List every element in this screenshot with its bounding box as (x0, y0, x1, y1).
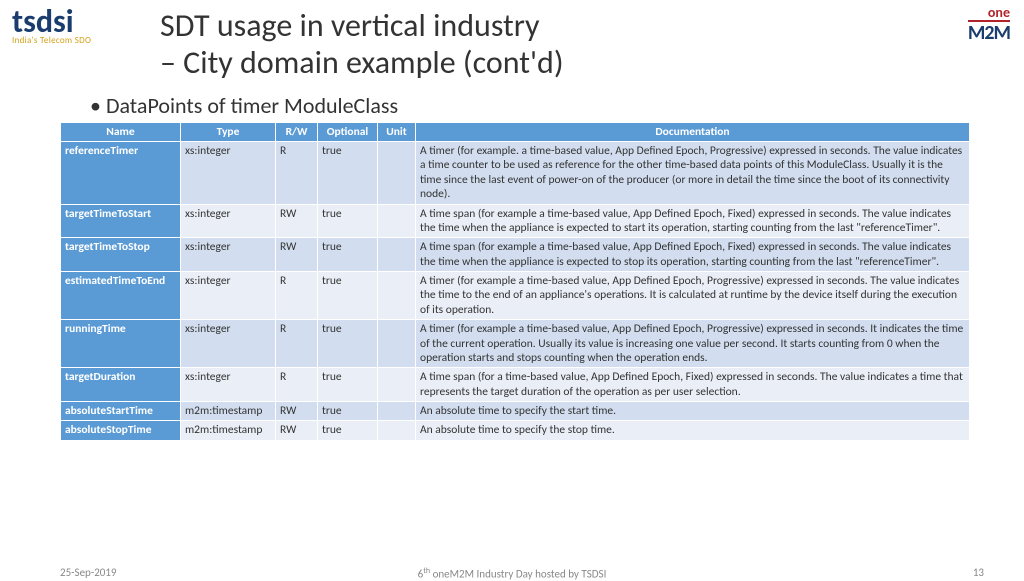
cell-opt: true (318, 272, 378, 320)
cell-type: xs:integer (181, 142, 276, 205)
onem2m-logo: one M2M (968, 6, 1010, 43)
cell-rw: R (276, 320, 318, 368)
col-doc: Documentation (416, 123, 970, 142)
table-row: absoluteStopTimem2m:timestampRWtrue An ab… (61, 421, 970, 440)
table-row: targetTimeToStartxs:integerRWtrue A time … (61, 204, 970, 238)
cell-opt: true (318, 402, 378, 421)
title-line1: SDT usage in vertical industry (160, 6, 540, 45)
logo-left-sub: India's Telecom SDO (12, 37, 91, 45)
cell-doc: A time span (for example a time-based va… (416, 204, 970, 238)
tsdsi-logo: tsdsi India's Telecom SDO (12, 8, 91, 45)
cell-doc: An absolute time to specify the stop tim… (416, 421, 970, 440)
cell-doc: An absolute time to specify the start ti… (416, 402, 970, 421)
logo-right-m2m: M2M (968, 20, 1010, 43)
cell-rw: R (276, 368, 318, 402)
cell-name: estimatedTimeToEnd (61, 272, 181, 320)
cell-unit (378, 402, 416, 421)
col-unit: Unit (378, 123, 416, 142)
datapoints-table: Name Type R/W Optional Unit Documentatio… (60, 122, 970, 441)
cell-unit (378, 421, 416, 440)
cell-unit (378, 368, 416, 402)
cell-rw: RW (276, 402, 318, 421)
col-optional: Optional (318, 123, 378, 142)
cell-name: targetDuration (61, 368, 181, 402)
table-row: absoluteStartTimem2m:timestampRWtrue An a… (61, 402, 970, 421)
cell-type: m2m:timestamp (181, 402, 276, 421)
cell-opt: true (318, 142, 378, 205)
cell-name: targetTimeToStart (61, 204, 181, 238)
table-row: runningTimexs:integerRtrue A timer (for e… (61, 320, 970, 368)
table-row: referenceTimerxs:integerRtrue A timer (fo… (61, 142, 970, 205)
table-header-row: Name Type R/W Optional Unit Documentatio… (61, 123, 970, 142)
cell-name: runningTime (61, 320, 181, 368)
cell-name: absoluteStopTime (61, 421, 181, 440)
logo-right-one: one (988, 4, 1010, 21)
cell-type: m2m:timestamp (181, 421, 276, 440)
cell-unit (378, 320, 416, 368)
cell-opt: true (318, 204, 378, 238)
datapoints-table-wrap: Name Type R/W Optional Unit Documentatio… (60, 122, 970, 441)
table-row: estimatedTimeToEndxs:integerRtrue A timer… (61, 272, 970, 320)
col-rw: R/W (276, 123, 318, 142)
cell-doc: A timer (for example. a time-based value… (416, 142, 970, 205)
cell-opt: true (318, 421, 378, 440)
cell-opt: true (318, 320, 378, 368)
cell-doc: A time span (for example a time-based va… (416, 238, 970, 272)
cell-unit (378, 272, 416, 320)
cell-name: referenceTimer (61, 142, 181, 205)
cell-rw: RW (276, 204, 318, 238)
cell-opt: true (318, 368, 378, 402)
cell-type: xs:integer (181, 368, 276, 402)
col-name: Name (61, 123, 181, 142)
cell-rw: RW (276, 238, 318, 272)
slide-subtitle: DataPoints of timer ModuleClass (90, 92, 398, 119)
table-row: targetTimeToStopxs:integerRWtrue A time s… (61, 238, 970, 272)
cell-unit (378, 142, 416, 205)
cell-doc: A time span (for a time-based value, App… (416, 368, 970, 402)
cell-type: xs:integer (181, 272, 276, 320)
cell-type: xs:integer (181, 204, 276, 238)
title-line2: – City domain example (cont'd) (160, 43, 564, 82)
cell-type: xs:integer (181, 238, 276, 272)
col-type: Type (181, 123, 276, 142)
cell-unit (378, 204, 416, 238)
cell-doc: A timer (for example a time-based value,… (416, 272, 970, 320)
cell-type: xs:integer (181, 320, 276, 368)
cell-doc: A timer (for example a time-based value,… (416, 320, 970, 368)
cell-unit (378, 238, 416, 272)
cell-name: targetTimeToStop (61, 238, 181, 272)
cell-rw: RW (276, 421, 318, 440)
cell-rw: R (276, 142, 318, 205)
slide-title: SDT usage in vertical industry – City do… (160, 8, 564, 82)
footer-center: 6th oneM2M Industry Day hosted by TSDSI (0, 566, 1024, 581)
cell-opt: true (318, 238, 378, 272)
cell-name: absoluteStartTime (61, 402, 181, 421)
footer-page: 13 (973, 566, 984, 579)
table-row: targetDurationxs:integerRtrue A time span… (61, 368, 970, 402)
cell-rw: R (276, 272, 318, 320)
